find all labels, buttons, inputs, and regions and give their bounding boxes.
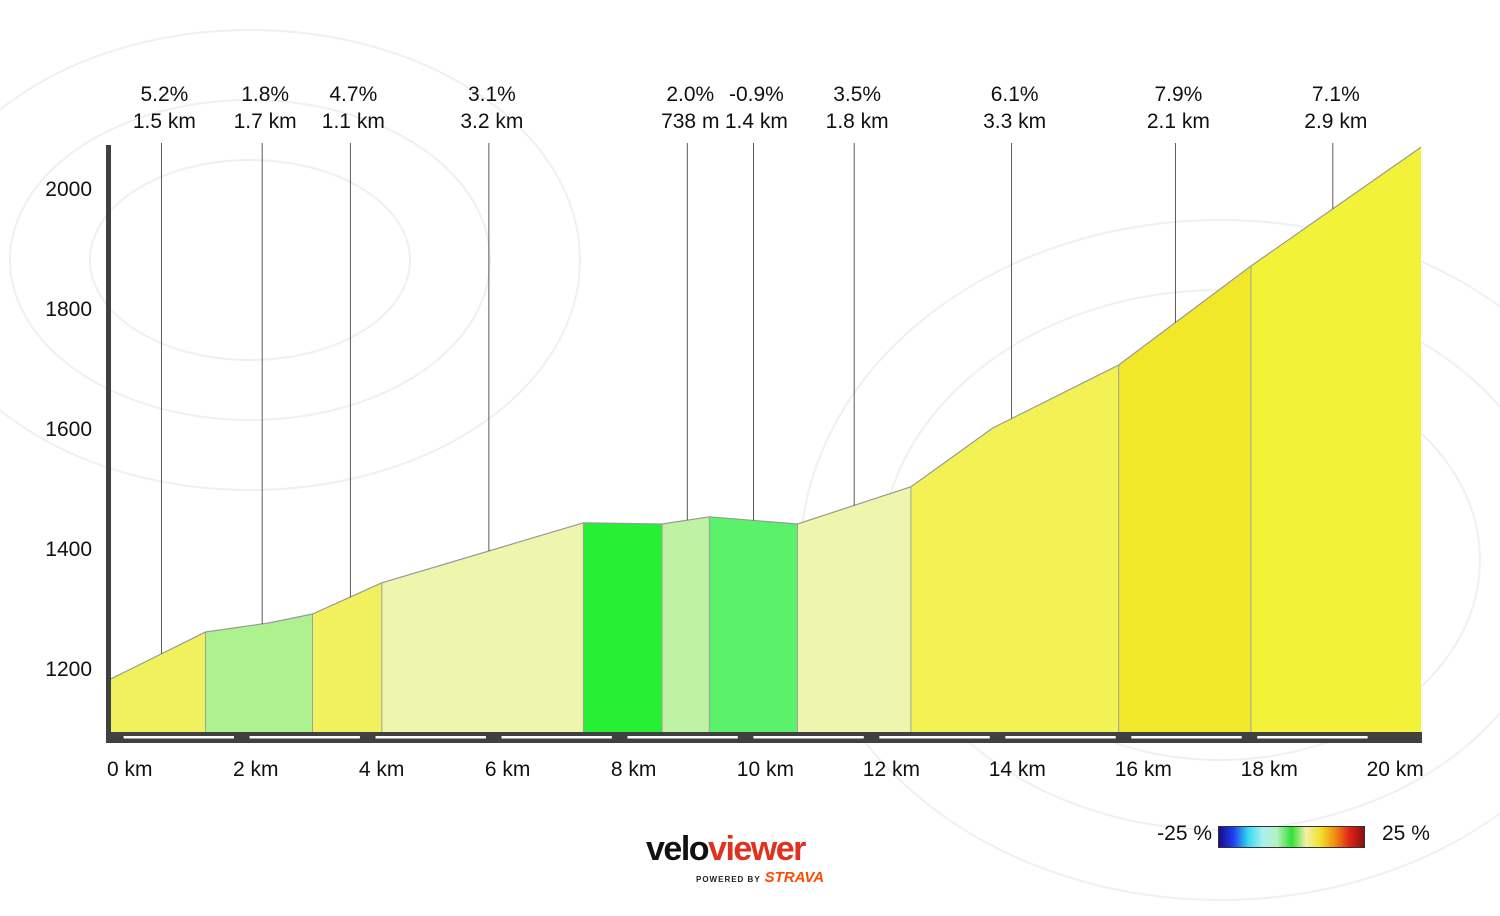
x-axis-dash <box>249 736 360 739</box>
elevation-profile-line <box>110 146 1422 680</box>
legend-max-label: 25 % <box>1382 822 1430 845</box>
contour-line <box>89 159 411 361</box>
gradient-segment <box>312 582 382 732</box>
gradient-color-legend <box>1218 826 1365 848</box>
segment-length-label: 2.1 km <box>1147 110 1210 133</box>
veloviewer-logo: veloviewer POWERED BY STRAVA <box>646 830 826 890</box>
y-tick-label: 1600 <box>45 418 92 441</box>
y-tick-label: 1200 <box>45 658 92 681</box>
x-axis-dash <box>1005 736 1116 739</box>
gradient-segment <box>662 516 710 732</box>
segment-grade-label: 4.7% <box>329 83 377 106</box>
y-tick-label: 1400 <box>45 538 92 561</box>
x-axis-dash <box>627 736 738 739</box>
gradient-segment <box>910 365 1119 732</box>
segment-length-label: 1.5 km <box>133 110 196 133</box>
x-axis-dash <box>753 736 864 739</box>
segment-length-label: 2.9 km <box>1304 110 1367 133</box>
x-axis-dash <box>1257 736 1368 739</box>
contour-line <box>0 29 581 491</box>
segment-annotations: 5.2% 1.5 km 1.8% 1.7 km 4.7% 1.1 km 3.1% 3.2 km… <box>133 83 1367 133</box>
segment-length-label: 3.2 km <box>460 110 523 133</box>
x-tick-label: 0 km <box>107 758 153 781</box>
y-axis-line <box>106 145 111 737</box>
logo-velo-text: velo <box>646 830 710 868</box>
segment-length-label: 1.4 km <box>725 110 788 133</box>
segment-grade-label: 3.1% <box>468 83 516 106</box>
x-axis-dash <box>123 736 234 739</box>
segment-grade-label: 1.8% <box>241 83 289 106</box>
x-axis-dash <box>1131 736 1242 739</box>
segment-length-label: 738 m <box>661 110 719 133</box>
y-tick-label: 1800 <box>45 298 92 321</box>
y-axis: 1200 1400 1600 1800 2000 <box>45 145 111 737</box>
legend-min-label: -25 % <box>1157 822 1212 845</box>
x-tick-label: 18 km <box>1241 758 1298 781</box>
gradient-segment <box>709 516 798 732</box>
segment-length-label: 1.8 km <box>826 110 889 133</box>
gradient-segment <box>1118 266 1251 732</box>
segment-length-label: 1.7 km <box>234 110 297 133</box>
y-tick-label: 2000 <box>45 178 92 201</box>
logo-powered-by: POWERED BY STRAVA <box>696 870 824 888</box>
segment-grade-label: 7.9% <box>1154 83 1202 106</box>
x-tick-label: 20 km <box>1367 758 1424 781</box>
segment-grade-label: 2.0% <box>666 83 714 106</box>
segment-length-label: 3.3 km <box>983 110 1046 133</box>
gradient-segment <box>205 614 313 732</box>
segment-grade-label: -0.9% <box>729 83 784 106</box>
gradient-segment <box>1250 147 1421 732</box>
segment-grade-label: 5.2% <box>140 83 188 106</box>
x-tick-label: 8 km <box>611 758 657 781</box>
x-axis-dash <box>501 736 612 739</box>
x-tick-label: 14 km <box>989 758 1046 781</box>
gradient-segment <box>797 486 911 732</box>
strava-text: STRAVA <box>764 869 825 886</box>
segment-grade-label: 3.5% <box>833 83 881 106</box>
x-axis: 0 km 2 km 4 km 6 km 8 km 10 km 12 km 14 km 16 km… <box>106 732 1424 781</box>
annotation-leader-lines <box>160 143 1334 654</box>
segment-dividers <box>204 266 1252 732</box>
x-tick-label: 10 km <box>737 758 794 781</box>
x-tick-label: 4 km <box>359 758 405 781</box>
x-axis-dash <box>879 736 990 739</box>
gradient-segments <box>111 147 1421 732</box>
gradient-segment <box>381 522 584 732</box>
x-tick-label: 2 km <box>233 758 279 781</box>
logo-wordmark: veloviewer <box>646 830 806 868</box>
gradient-segment <box>111 632 206 732</box>
powered-by-text: POWERED BY <box>696 875 761 884</box>
x-axis-dash <box>375 736 486 739</box>
segment-grade-label: 6.1% <box>991 83 1039 106</box>
contour-line <box>9 99 491 421</box>
x-tick-label: 16 km <box>1115 758 1172 781</box>
x-tick-label: 6 km <box>485 758 531 781</box>
gradient-segment <box>583 522 663 732</box>
x-tick-label: 12 km <box>863 758 920 781</box>
segment-grade-label: 7.1% <box>1312 83 1360 106</box>
logo-viewer-text: viewer <box>708 830 806 868</box>
segment-length-label: 1.1 km <box>322 110 385 133</box>
